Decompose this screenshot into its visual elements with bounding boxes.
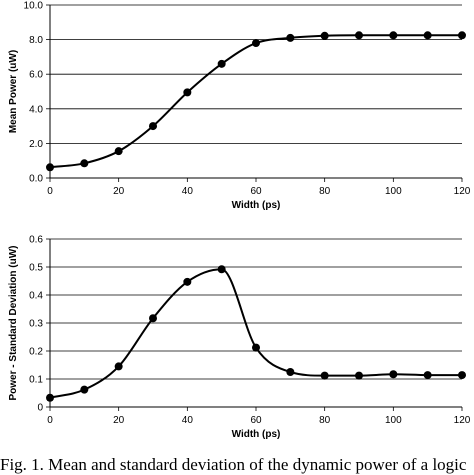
figure-caption: Fig. 1. Mean and standard deviation of t… xyxy=(0,455,467,474)
data-point xyxy=(286,368,295,376)
y-tick-label: 2.0 xyxy=(29,139,43,150)
data-point xyxy=(458,371,466,380)
x-tick-label: 20 xyxy=(113,186,125,197)
data-point xyxy=(46,393,54,402)
y-axis-title: Power - Standard Deviation (uW) xyxy=(8,245,19,400)
y-tick-label: 6.0 xyxy=(29,70,43,81)
data-point xyxy=(183,88,192,97)
y-tick-label: 0.4 xyxy=(29,291,43,302)
y-tick-label: 0.1 xyxy=(29,375,43,386)
x-axis-title: Width (ps) xyxy=(232,429,281,440)
x-tick-label: 0 xyxy=(47,415,53,426)
data-point xyxy=(320,371,329,380)
x-tick-label: 80 xyxy=(319,415,331,426)
x-tick-label: 100 xyxy=(385,186,402,197)
y-tick-label: 0.2 xyxy=(29,347,43,358)
y-tick-label: 4.0 xyxy=(29,104,43,115)
x-tick-label: 40 xyxy=(182,415,194,426)
x-axis-title: Width (ps) xyxy=(232,200,281,211)
data-point xyxy=(80,159,89,168)
x-tick-label: 60 xyxy=(250,415,262,426)
data-point xyxy=(458,31,466,40)
data-point xyxy=(183,277,192,286)
y-tick-label: 10.0 xyxy=(24,1,44,12)
series-line xyxy=(49,34,462,169)
y-tick-label: 0.6 xyxy=(29,235,43,246)
y-tick-label: 0 xyxy=(37,403,43,414)
data-point xyxy=(423,371,432,380)
data-point xyxy=(252,343,260,352)
data-point xyxy=(320,31,329,40)
data-point xyxy=(114,147,123,156)
series-line xyxy=(49,268,462,399)
data-point xyxy=(355,371,363,380)
x-tick-label: 80 xyxy=(319,186,331,197)
data-point xyxy=(389,370,398,379)
data-point xyxy=(149,314,157,323)
data-point xyxy=(80,385,89,394)
y-tick-label: 8.0 xyxy=(29,35,43,46)
data-point xyxy=(355,31,363,40)
data-point xyxy=(286,33,295,42)
y-axis-title: Mean Power (uW) xyxy=(8,50,19,133)
x-tick-label: 120 xyxy=(454,186,471,197)
y-tick-label: 0.5 xyxy=(29,263,43,274)
data-point xyxy=(217,59,226,68)
std-dev-chart: 0 0.1 0.2 0.3 0.4 0.5 0.6 0 20 40 60 80 100 120 Width … xyxy=(8,235,471,441)
x-tick-label: 20 xyxy=(113,415,125,426)
data-point xyxy=(217,265,226,274)
x-tick-label: 100 xyxy=(385,415,402,426)
x-tick-label: 60 xyxy=(250,186,262,197)
data-point xyxy=(149,122,157,131)
mean-power-chart: 0.0 2.0 4.0 6.0 8.0 10.0 0 20 40 60 80 100 120 Width … xyxy=(8,1,471,212)
x-tick-label: 0 xyxy=(47,186,53,197)
data-point xyxy=(389,31,398,40)
y-tick-label: 0.3 xyxy=(29,319,43,330)
x-tick-label: 120 xyxy=(454,415,471,426)
data-point xyxy=(46,163,54,172)
data-point xyxy=(423,31,432,40)
data-point xyxy=(252,39,260,48)
data-point xyxy=(114,362,123,371)
x-tick-label: 40 xyxy=(182,186,194,197)
y-tick-label: 0.0 xyxy=(29,174,43,185)
